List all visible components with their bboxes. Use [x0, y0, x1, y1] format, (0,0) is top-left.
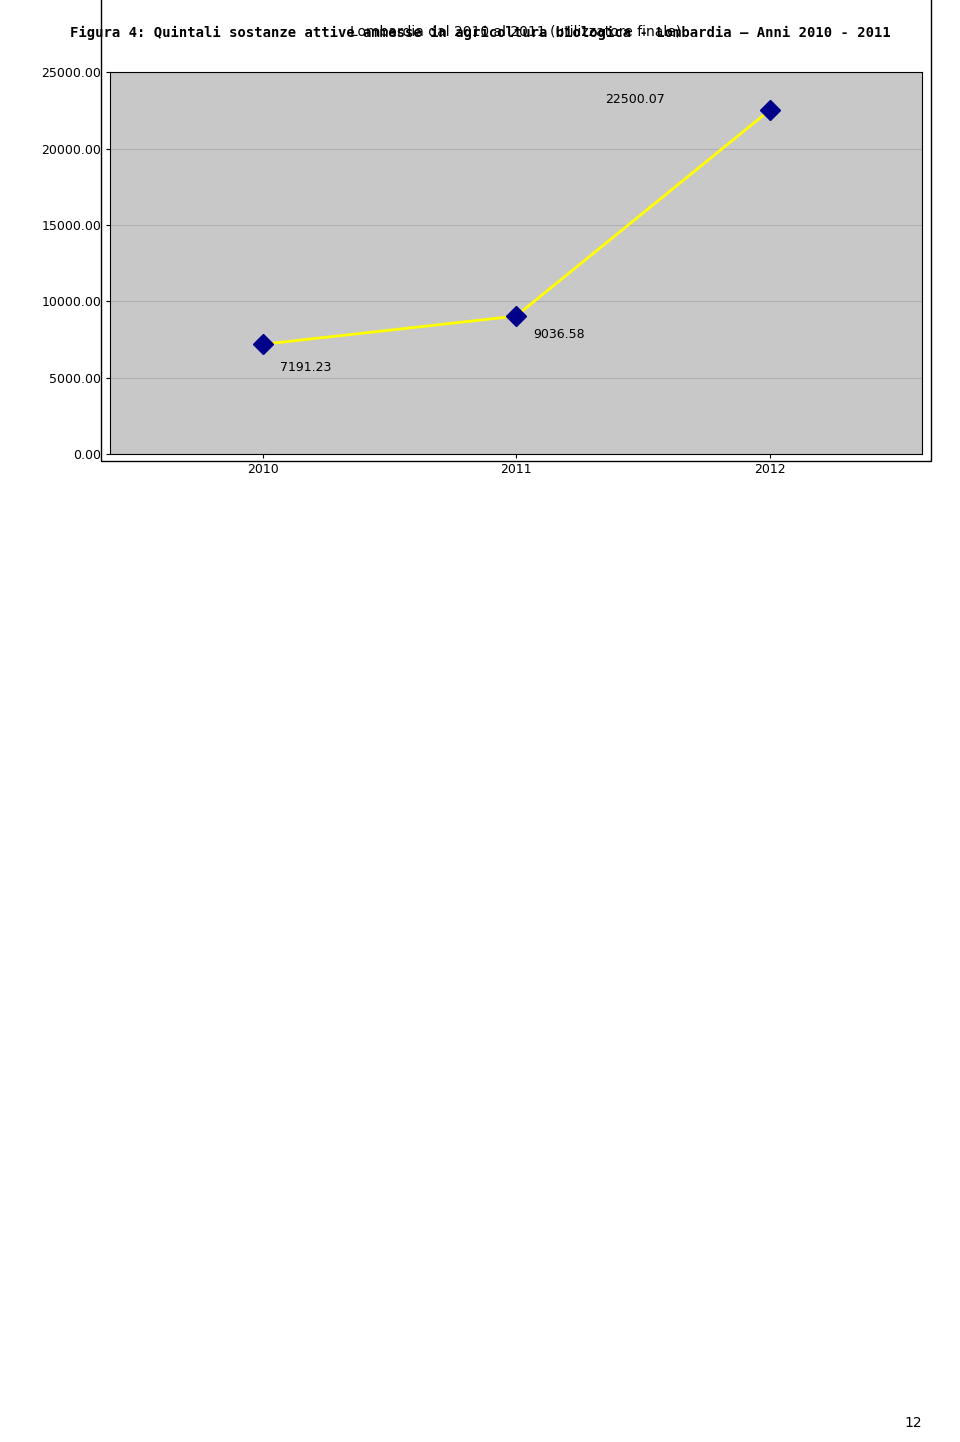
Text: 22500.07: 22500.07	[605, 92, 664, 105]
Text: Lombardia dal 2010 al 2011 (utilizzatore finale): Lombardia dal 2010 al 2011 (utilizzatore…	[350, 25, 682, 39]
Text: 9036.58: 9036.58	[534, 329, 586, 342]
Text: Figura 4: Quintali sostanze attive ammesse in agricoltura biologica - Lombardia : Figura 4: Quintali sostanze attive ammes…	[70, 26, 890, 40]
Text: 12: 12	[904, 1416, 922, 1430]
Text: 7191.23: 7191.23	[280, 360, 331, 373]
